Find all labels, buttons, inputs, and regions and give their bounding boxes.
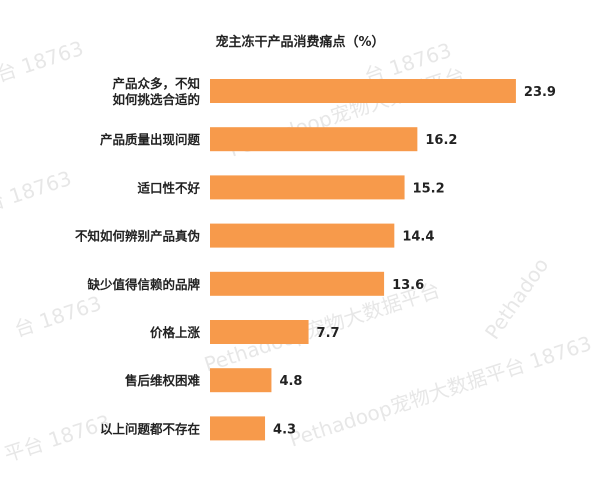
bar (210, 175, 405, 200)
value-label: 7.7 (317, 326, 340, 341)
value-label: 4.8 (279, 374, 302, 389)
value-label: 14.4 (402, 230, 434, 245)
value-label: 16.2 (425, 133, 457, 148)
value-labels-group: 23.9 16.2 15.2 14.4 13.6 7.7 4.8 4.3 (273, 85, 556, 437)
bar (210, 320, 309, 344)
value-label: 13.6 (392, 278, 424, 293)
bar (210, 223, 395, 248)
category-label: 缺少值得信赖的品牌 (87, 277, 200, 292)
bar (210, 127, 418, 152)
category-label: 产品众多，不知 (112, 76, 200, 91)
category-label: 售后维权困难 (125, 373, 201, 388)
bars-group (210, 79, 516, 441)
bar (210, 271, 385, 296)
category-label: 如何挑选合适的 (112, 92, 200, 107)
category-label: 以上问题都不存在 (100, 421, 200, 436)
value-label: 4.3 (273, 422, 296, 437)
value-label: 15.2 (413, 181, 445, 196)
bar (210, 416, 266, 441)
category-label: 价格上涨 (150, 325, 201, 340)
category-label: 产品质量出现问题 (100, 132, 201, 147)
value-label: 23.9 (524, 85, 556, 100)
category-label: 适口性不好 (137, 180, 200, 195)
category-label: 不知如何辨别产品真伪 (75, 229, 200, 244)
bar (210, 368, 272, 393)
category-labels-group: 产品众多，不知如何挑选合适的产品质量出现问题适口性不好不知如何辨别产品真伪缺少值… (75, 76, 201, 436)
chart-title: 宠主冻干产品消费痛点（%） (215, 34, 384, 50)
bar (210, 79, 516, 103)
